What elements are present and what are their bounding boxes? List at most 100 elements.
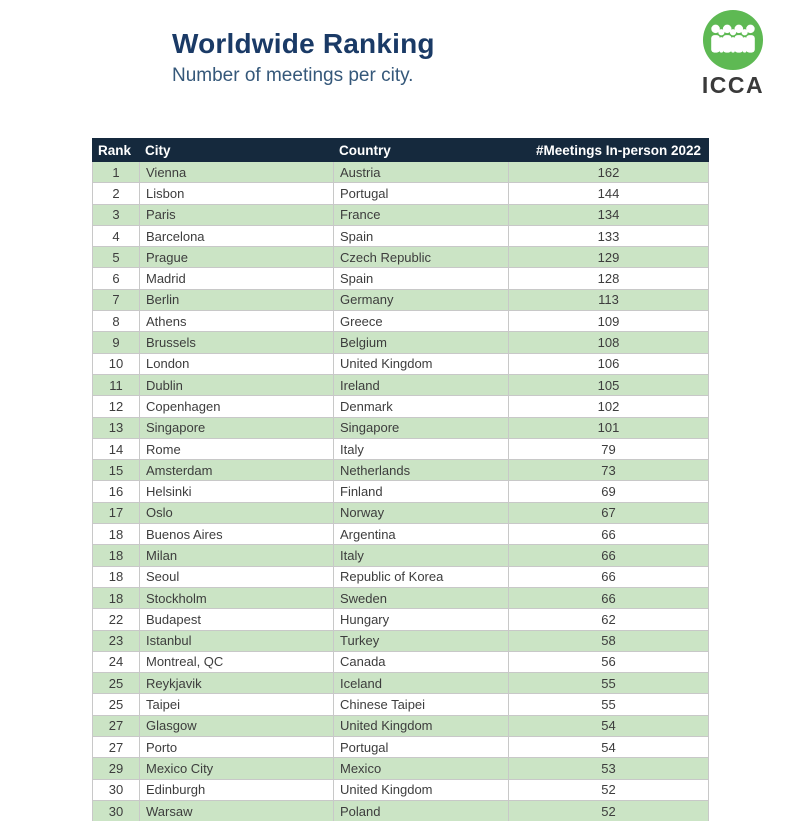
- meetings-cell: 144: [508, 182, 709, 205]
- city-cell: Copenhagen: [139, 395, 334, 418]
- rank-cell: 18: [92, 523, 140, 546]
- table-row: 18 Milan Italy 66: [92, 544, 709, 567]
- country-cell: Singapore: [333, 416, 509, 439]
- table-row: 6 Madrid Spain 128: [92, 267, 709, 290]
- country-cell: Ireland: [333, 373, 509, 397]
- meetings-cell: 128: [508, 267, 709, 290]
- icca-logo: ICCA: [699, 9, 767, 99]
- city-cell: Reykjavik: [139, 672, 334, 695]
- table-row: 2 Lisbon Portugal 144: [92, 182, 709, 205]
- rank-cell: 9: [92, 331, 140, 354]
- table-row: 4 Barcelona Spain 133: [92, 224, 709, 248]
- city-cell: Milan: [139, 544, 334, 567]
- country-cell: Chinese Taipei: [333, 693, 509, 716]
- city-cell: Montreal, QC: [139, 650, 334, 674]
- meetings-cell: 69: [508, 480, 709, 503]
- title-block: Worldwide Ranking Number of meetings per…: [172, 28, 435, 87]
- table-row: 7 Berlin Germany 113: [92, 288, 709, 312]
- column-header-city: City: [139, 138, 334, 162]
- table-row: 18 Seoul Republic of Korea 66: [92, 565, 709, 588]
- city-cell: Stockholm: [139, 586, 334, 610]
- country-cell: Norway: [333, 501, 509, 525]
- table-row: 23 Istanbul Turkey 58: [92, 629, 709, 652]
- table-row: 27 Porto Portugal 54: [92, 736, 709, 759]
- city-cell: Oslo: [139, 501, 334, 525]
- country-cell: Sweden: [333, 586, 509, 610]
- city-cell: Amsterdam: [139, 459, 334, 482]
- city-cell: Barcelona: [139, 224, 334, 248]
- rank-cell: 27: [92, 714, 140, 738]
- city-cell: Prague: [139, 246, 334, 269]
- city-cell: Buenos Aires: [139, 523, 334, 546]
- city-cell: Porto: [139, 736, 334, 759]
- country-cell: Belgium: [333, 331, 509, 354]
- country-cell: Germany: [333, 288, 509, 312]
- city-cell: Lisbon: [139, 182, 334, 205]
- meetings-cell: 53: [508, 757, 709, 780]
- meetings-cell: 67: [508, 501, 709, 525]
- city-cell: Taipei: [139, 693, 334, 716]
- table-row: 30 Edinburgh United Kingdom 52: [92, 778, 709, 801]
- page-subtitle: Number of meetings per city.: [172, 65, 414, 86]
- table-row: 1 Vienna Austria 162: [92, 160, 709, 184]
- country-cell: Mexico: [333, 757, 509, 780]
- table-body: 1 Vienna Austria 162 2 Lisbon Portugal 144 3 Pari…: [92, 160, 709, 821]
- meetings-cell: 79: [508, 437, 709, 461]
- country-cell: Poland: [333, 799, 509, 821]
- column-header-rank: Rank: [92, 138, 140, 162]
- country-cell: United Kingdom: [333, 352, 509, 375]
- city-cell: Rome: [139, 437, 334, 461]
- rank-cell: 25: [92, 672, 140, 695]
- meetings-cell: 66: [508, 523, 709, 546]
- meetings-cell: 52: [508, 778, 709, 801]
- meetings-cell: 55: [508, 672, 709, 695]
- meetings-cell: 162: [508, 160, 709, 184]
- page-title: Worldwide Ranking: [172, 28, 435, 59]
- meetings-cell: 108: [508, 331, 709, 354]
- rank-cell: 15: [92, 459, 140, 482]
- rank-cell: 14: [92, 437, 140, 461]
- city-cell: Istanbul: [139, 629, 334, 652]
- city-cell: Edinburgh: [139, 778, 334, 801]
- country-cell: Netherlands: [333, 459, 509, 482]
- meetings-cell: 66: [508, 586, 709, 610]
- country-cell: Spain: [333, 267, 509, 290]
- country-cell: Portugal: [333, 736, 509, 759]
- meetings-cell: 101: [508, 416, 709, 439]
- rank-cell: 27: [92, 736, 140, 759]
- table-row: 16 Helsinki Finland 69: [92, 480, 709, 503]
- rank-cell: 17: [92, 501, 140, 525]
- meetings-cell: 134: [508, 203, 709, 226]
- rank-cell: 13: [92, 416, 140, 439]
- country-cell: Turkey: [333, 629, 509, 652]
- country-cell: Italy: [333, 437, 509, 461]
- country-cell: Italy: [333, 544, 509, 567]
- meetings-cell: 66: [508, 544, 709, 567]
- table-row: 3 Paris France 134: [92, 203, 709, 226]
- rank-cell: 2: [92, 182, 140, 205]
- city-cell: Berlin: [139, 288, 334, 312]
- ranking-table: Rank City Country #Meetings In-person 2022 …: [92, 138, 709, 821]
- meetings-cell: 55: [508, 693, 709, 716]
- table-row: 14 Rome Italy 79: [92, 437, 709, 461]
- rank-cell: 30: [92, 799, 140, 821]
- city-cell: Paris: [139, 203, 334, 226]
- country-cell: Republic of Korea: [333, 565, 509, 588]
- table-row: 25 Taipei Chinese Taipei 55: [92, 693, 709, 716]
- city-cell: Mexico City: [139, 757, 334, 780]
- country-cell: United Kingdom: [333, 778, 509, 801]
- table-row: 29 Mexico City Mexico 53: [92, 757, 709, 780]
- country-cell: Denmark: [333, 395, 509, 418]
- table-row: 25 Reykjavik Iceland 55: [92, 672, 709, 695]
- table-row: 24 Montreal, QC Canada 56: [92, 650, 709, 674]
- meetings-cell: 58: [508, 629, 709, 652]
- table-row: 5 Prague Czech Republic 129: [92, 246, 709, 269]
- meetings-cell: 56: [508, 650, 709, 674]
- table-row: 27 Glasgow United Kingdom 54: [92, 714, 709, 738]
- rank-cell: 25: [92, 693, 140, 716]
- meetings-cell: 105: [508, 373, 709, 397]
- meetings-cell: 129: [508, 246, 709, 269]
- rank-cell: 18: [92, 586, 140, 610]
- meetings-cell: 66: [508, 565, 709, 588]
